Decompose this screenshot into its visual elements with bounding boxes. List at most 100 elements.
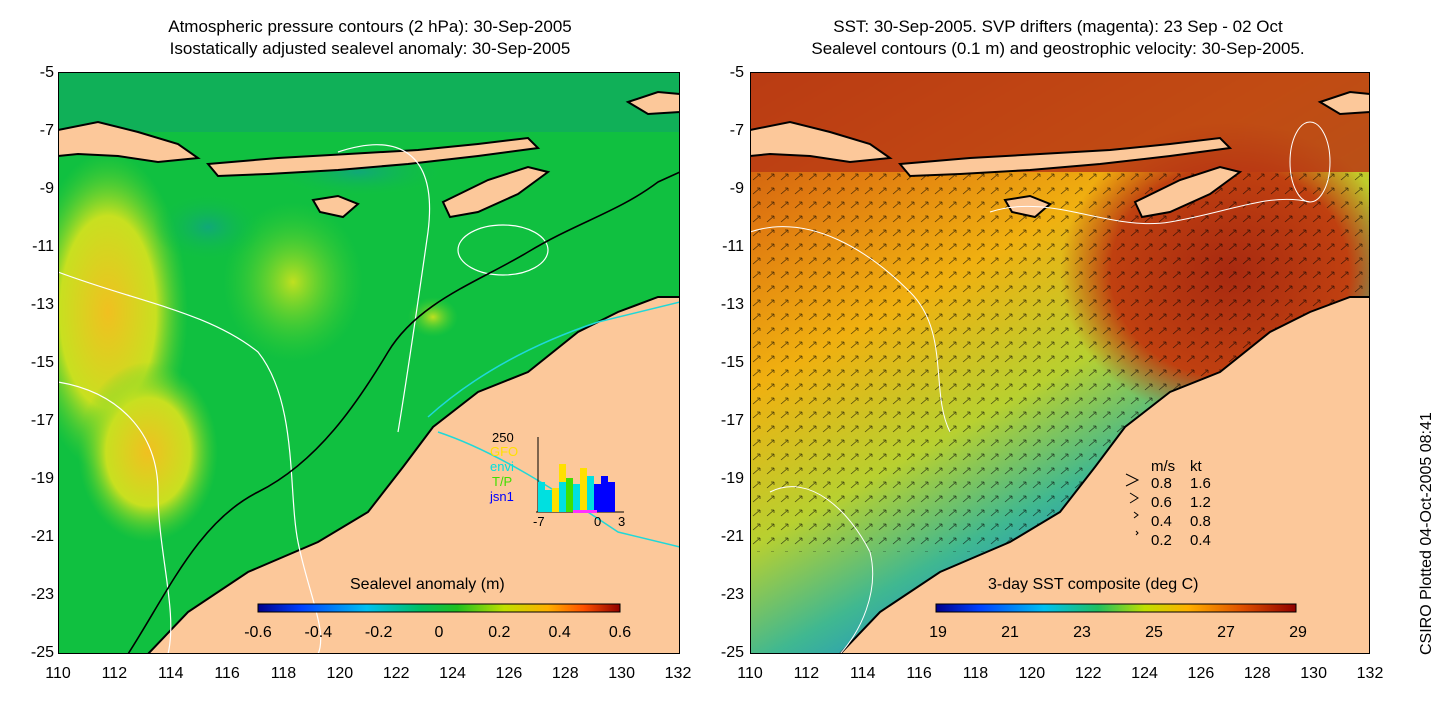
sealevel-anomaly-map xyxy=(58,72,680,654)
sst-colorbar-title: 3-day SST composite (deg C) xyxy=(988,576,1199,593)
x-tick-label: 112 xyxy=(101,665,128,682)
velocity-legend-kt: 1.2 xyxy=(1190,494,1211,511)
sealevel-contour xyxy=(769,486,874,654)
histogram-series-envi: envi xyxy=(490,459,514,474)
histogram-xtick-max: 3 xyxy=(618,514,626,529)
y-tick-label: -13 xyxy=(720,296,744,313)
right-title-line2: Sealevel contours (0.1 m) and geostrophi… xyxy=(811,39,1305,58)
timor-island xyxy=(441,165,551,219)
y-tick-label: -21 xyxy=(720,528,744,545)
sla-colorbar-tick: 0.2 xyxy=(488,624,511,641)
java-island xyxy=(58,120,201,164)
histogram-bar xyxy=(538,482,545,512)
histogram-xtick-min: -7 xyxy=(533,514,545,529)
pressure-contour-closed xyxy=(457,224,549,276)
sst-colorbar-tick: 21 xyxy=(1001,624,1019,641)
anomaly-high-center xyxy=(223,202,363,362)
y-tick-label: -25 xyxy=(720,644,744,661)
sst-map xyxy=(750,72,1370,654)
y-tick-label: -11 xyxy=(722,238,744,255)
sla-colorbar-tick: 0.4 xyxy=(548,624,571,641)
y-tick-label: -5 xyxy=(39,64,54,81)
y-tick-label: -19 xyxy=(720,470,744,487)
histogram-bar xyxy=(608,482,615,512)
anomaly-high-small xyxy=(408,297,458,337)
sumba-island xyxy=(311,194,360,219)
pressure-contour xyxy=(58,271,322,654)
y-tick-label: -15 xyxy=(30,354,54,371)
y-tick-label: -9 xyxy=(39,180,54,197)
sla-colorbar xyxy=(257,603,621,613)
y-tick-label: -5 xyxy=(729,64,744,81)
y-tick-label: -7 xyxy=(39,122,54,139)
map-frame xyxy=(58,72,680,654)
lesser-sunda-islands xyxy=(206,136,541,178)
velocity-legend-ms: 0.6 xyxy=(1151,494,1172,511)
velocity-legend-kt: 1.6 xyxy=(1190,475,1211,492)
y-tick-label: -21 xyxy=(30,528,54,545)
histogram-bar xyxy=(552,488,559,512)
pressure-contour xyxy=(337,144,430,433)
x-tick-label: 128 xyxy=(1243,665,1271,682)
y-tick-label: -15 xyxy=(720,354,744,371)
y-tick-label: -25 xyxy=(30,644,54,661)
histogram-xtick-zero: 0 xyxy=(594,514,602,529)
x-tick-label: 126 xyxy=(1187,665,1215,682)
velocity-legend-kt: 0.8 xyxy=(1190,513,1211,530)
anomaly-low-north xyxy=(153,192,263,262)
sla-colorbar-title: Sealevel anomaly (m) xyxy=(350,576,505,593)
small-island-east xyxy=(1317,90,1370,116)
histogram-bar xyxy=(594,484,601,512)
left-title-line1: Atmospheric pressure contours (2 hPa): 3… xyxy=(168,17,572,36)
histogram-series-tp: T/P xyxy=(492,474,513,489)
sealevel-contour-closed xyxy=(1289,121,1331,203)
legend-arrow-08 xyxy=(1125,473,1140,487)
histogram-bar xyxy=(545,490,552,512)
x-tick-label: 132 xyxy=(664,665,692,682)
right-panel-title: SST: 30-Sep-2005. SVP drifters (magenta)… xyxy=(748,16,1368,60)
y-tick-label: -9 xyxy=(729,180,744,197)
velocity-legend-header-ms: m/s xyxy=(1151,458,1176,475)
velocity-legend-ms: 0.8 xyxy=(1151,475,1172,492)
right-title-line1: SST: 30-Sep-2005. SVP drifters (magenta)… xyxy=(833,17,1283,36)
y-tick-label: -11 xyxy=(32,238,54,255)
velocity-legend-kt: 0.4 xyxy=(1190,532,1211,549)
x-tick-label: 118 xyxy=(962,665,989,682)
small-island-east xyxy=(625,90,680,116)
drifter-marks xyxy=(573,510,597,513)
histogram-bar xyxy=(601,476,608,512)
x-tick-label: 118 xyxy=(270,665,297,682)
x-tick-label: 128 xyxy=(551,665,579,682)
x-tick-label: 124 xyxy=(439,665,466,682)
lesser-sunda-islands xyxy=(898,136,1233,178)
sla-colorbar-tick: 0.6 xyxy=(608,624,632,641)
sla-colorbar-tick: -0.2 xyxy=(364,624,393,641)
histogram-ymax-label: 250 xyxy=(492,430,514,445)
plot-credit: CSIRO Plotted 04-Oct-2005 08:41 xyxy=(1418,412,1435,655)
sla-colorbar-tick: -0.4 xyxy=(304,624,333,641)
legend-arrow-06 xyxy=(1129,492,1139,504)
y-tick-label: -13 xyxy=(30,296,54,313)
left-title-line2: Isostatically adjusted sealevel anomaly:… xyxy=(169,39,571,58)
histogram-bar xyxy=(573,484,580,512)
y-tick-label: -23 xyxy=(30,586,54,603)
sst-colorbar-tick: 23 xyxy=(1073,624,1091,641)
cyan-track-line xyxy=(427,301,680,418)
x-tick-label: 122 xyxy=(1074,665,1102,682)
x-tick-label: 116 xyxy=(214,665,240,682)
histogram-inset xyxy=(536,437,624,513)
australia-landmass xyxy=(838,296,1370,654)
x-tick-label: 120 xyxy=(326,665,354,682)
x-tick-label: 130 xyxy=(608,665,635,682)
sst-colorbar-tick: 25 xyxy=(1145,624,1163,641)
y-tick-label: -17 xyxy=(30,412,54,429)
y-tick-label: -7 xyxy=(729,122,744,139)
australia-landmass xyxy=(146,296,680,654)
sealevel-contour xyxy=(989,198,1311,225)
velocity-legend-ms: 0.4 xyxy=(1151,513,1172,530)
ocean-north-teal xyxy=(58,72,680,132)
x-tick-label: 124 xyxy=(1131,665,1158,682)
x-tick-label: 130 xyxy=(1300,665,1327,682)
histogram-bar xyxy=(587,476,594,512)
x-tick-label: 126 xyxy=(495,665,523,682)
